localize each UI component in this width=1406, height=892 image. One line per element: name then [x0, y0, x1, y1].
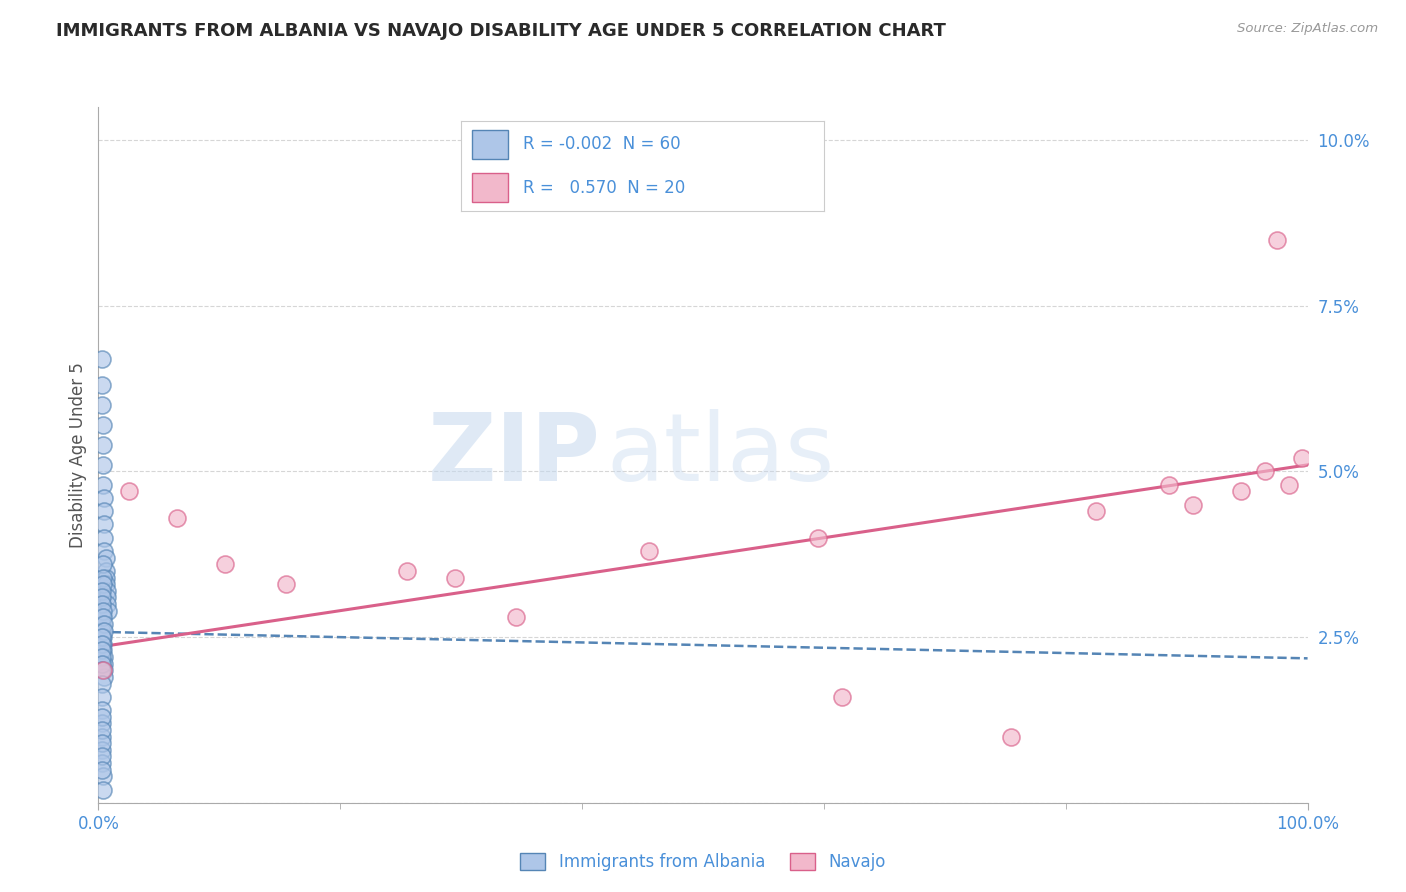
Point	[274, 577, 297, 591]
Point	[1230, 484, 1253, 499]
Text: IMMIGRANTS FROM ALBANIA VS NAVAJO DISABILITY AGE UNDER 5 CORRELATION CHART: IMMIGRANTS FROM ALBANIA VS NAVAJO DISABI…	[56, 22, 946, 40]
Point	[91, 690, 114, 704]
Point	[91, 610, 114, 624]
Point	[444, 570, 467, 584]
Point	[91, 398, 114, 412]
Point	[91, 730, 114, 744]
Point	[91, 650, 114, 665]
Point	[91, 591, 114, 605]
Point	[91, 458, 114, 472]
Point	[94, 570, 117, 584]
Point	[1265, 233, 1288, 247]
Point	[1085, 504, 1108, 518]
Point	[1254, 465, 1277, 479]
Point	[91, 749, 114, 764]
Point	[93, 504, 115, 518]
Point	[93, 624, 115, 638]
Point	[214, 558, 236, 572]
Point	[91, 637, 114, 651]
Point	[93, 616, 115, 631]
Text: Source: ZipAtlas.com: Source: ZipAtlas.com	[1237, 22, 1378, 36]
Point	[93, 670, 115, 684]
Point	[91, 663, 114, 677]
Point	[91, 676, 114, 690]
Point	[93, 517, 115, 532]
Point	[118, 484, 141, 499]
Point	[93, 650, 115, 665]
Point	[1000, 730, 1022, 744]
Point	[91, 583, 114, 598]
Point	[91, 723, 114, 737]
Point	[1157, 477, 1180, 491]
Point	[97, 604, 120, 618]
Point	[91, 703, 114, 717]
Point	[91, 782, 114, 797]
Point	[91, 709, 114, 723]
Point	[91, 663, 114, 677]
Point	[91, 438, 114, 452]
Point	[91, 558, 114, 572]
Point	[637, 544, 659, 558]
Point	[91, 637, 114, 651]
Point	[91, 743, 114, 757]
Point	[93, 491, 115, 505]
Point	[91, 351, 114, 366]
Point	[1278, 477, 1301, 491]
Point	[94, 577, 117, 591]
Point	[94, 550, 117, 565]
Point	[91, 630, 114, 644]
Point	[96, 583, 118, 598]
Point	[831, 690, 853, 704]
Point	[91, 610, 114, 624]
Point	[94, 564, 117, 578]
Y-axis label: Disability Age Under 5: Disability Age Under 5	[69, 362, 87, 548]
Legend: Immigrants from Albania, Navajo: Immigrants from Albania, Navajo	[513, 847, 893, 878]
Point	[91, 418, 114, 433]
Point	[91, 716, 114, 731]
Point	[91, 616, 114, 631]
Point	[93, 544, 115, 558]
Point	[91, 477, 114, 491]
Point	[91, 577, 114, 591]
Point	[91, 643, 114, 657]
Point	[505, 610, 527, 624]
Point	[91, 657, 114, 671]
Point	[91, 756, 114, 770]
Point	[91, 763, 114, 777]
Point	[93, 657, 115, 671]
Point	[91, 624, 114, 638]
Point	[91, 643, 114, 657]
Point	[91, 736, 114, 750]
Point	[166, 511, 188, 525]
Point	[93, 663, 115, 677]
Point	[91, 378, 114, 392]
Point	[91, 604, 114, 618]
Point	[395, 564, 418, 578]
Point	[93, 531, 115, 545]
Point	[91, 597, 114, 611]
Point	[96, 591, 118, 605]
Text: ZIP: ZIP	[427, 409, 600, 501]
Point	[96, 597, 118, 611]
Point	[91, 630, 114, 644]
Text: atlas: atlas	[606, 409, 835, 501]
Point	[807, 531, 830, 545]
Point	[91, 769, 114, 783]
Point	[1181, 498, 1204, 512]
Point	[1291, 451, 1313, 466]
Point	[91, 570, 114, 584]
